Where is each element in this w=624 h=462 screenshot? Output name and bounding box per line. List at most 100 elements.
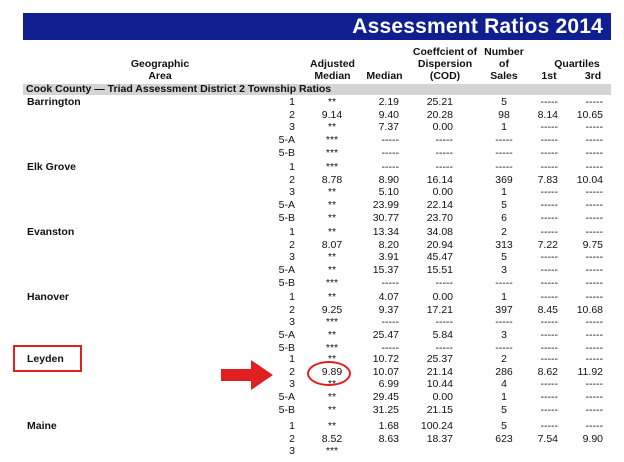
cell-q1: 8.45 xyxy=(537,303,558,316)
header-cod-line-2: Dispersion xyxy=(417,58,473,70)
cell-cod: 17.21 xyxy=(426,303,453,316)
cell-med: 4.07 xyxy=(378,291,399,303)
cell-num: 5 xyxy=(501,251,507,264)
cell-cod: 10.44 xyxy=(426,378,453,391)
table-row: 1 ** 2.19 25.21 5 ----- ----- xyxy=(0,96,624,109)
cell-adj: ** xyxy=(327,96,337,108)
cell-cod: 0.00 xyxy=(432,291,453,303)
cell-twp: 5-A xyxy=(278,391,295,404)
cell-med: 10.07 xyxy=(372,365,399,378)
cell-adj: ** xyxy=(327,329,337,342)
header-area-line-1: Geographic xyxy=(130,58,190,70)
table-row: 1 ** 1.68 100.24 5 ----- ----- xyxy=(0,420,624,433)
cell-q1: ----- xyxy=(540,226,558,238)
cell-med: 3.91 xyxy=(378,251,399,264)
table-row: 5-A *** ----- ----- ----- ----- ----- xyxy=(0,134,624,147)
table-row: 2 8.07 8.20 20.94 313 7.22 9.75 xyxy=(0,239,624,252)
cell-adj: ** xyxy=(327,226,337,238)
cell-med: ----- xyxy=(381,341,399,354)
cell-twp: 3 xyxy=(289,316,295,329)
cell-cod: ----- xyxy=(435,341,453,354)
cell-twp: 1 xyxy=(289,291,295,303)
cell-med: ----- xyxy=(381,146,399,159)
cell-q3: ----- xyxy=(585,161,603,173)
table-row: 2 9.14 9.40 20.28 98 8.14 10.65 xyxy=(0,109,624,122)
cell-adj: ** xyxy=(327,353,337,365)
cell-q1: 7.83 xyxy=(537,173,558,186)
header-adjusted-median: Adjusted Median xyxy=(305,58,360,82)
cell-med: ----- xyxy=(381,161,399,173)
section-bar: Cook County — Triad Assessment District … xyxy=(23,83,611,95)
table-row: 1 *** ----- ----- ----- ----- ----- xyxy=(0,161,624,174)
cell-med: 6.99 xyxy=(378,378,399,391)
cell-q1: ----- xyxy=(540,211,558,224)
cell-adj: *** xyxy=(325,146,339,159)
cell-q3: ----- xyxy=(585,391,603,404)
cell-q3: ----- xyxy=(585,121,603,134)
cell-q3: ----- xyxy=(585,353,603,365)
cell-adj: 8.07 xyxy=(321,238,343,251)
cell-adj: 8.78 xyxy=(321,173,343,186)
cell-num: 5 xyxy=(501,420,507,432)
section-title: Cook County — Triad Assessment District … xyxy=(26,83,332,95)
cell-cod: ----- xyxy=(435,134,453,147)
cell-num: ----- xyxy=(495,134,513,147)
cell-twp: 5-A xyxy=(278,134,295,147)
cell-cod: 20.94 xyxy=(426,238,453,251)
cell-q1: ----- xyxy=(540,96,558,108)
header-median: Median xyxy=(366,70,403,82)
cell-q1: ----- xyxy=(540,341,558,354)
cell-twp: 3 xyxy=(289,251,295,264)
cell-q3: ----- xyxy=(585,226,603,238)
cell-q1: ----- xyxy=(540,316,558,329)
cell-num: 369 xyxy=(495,173,513,186)
cell-cod: 20.28 xyxy=(426,108,453,121)
cell-adj: ** xyxy=(327,291,337,303)
area-name: Barrington xyxy=(27,96,81,108)
cell-q1: 8.62 xyxy=(537,365,558,378)
table-row: 3 *** ----- ----- ----- ----- ----- xyxy=(0,316,624,329)
cell-cod: ----- xyxy=(435,276,453,289)
cell-twp: 3 xyxy=(289,378,295,391)
cell-cod: 0.00 xyxy=(432,186,453,199)
cell-twp: 5-B xyxy=(278,276,295,289)
cell-q3: 10.65 xyxy=(576,108,603,121)
area-name: Leyden xyxy=(27,353,64,365)
cell-adj: 9.14 xyxy=(321,108,343,121)
cell-twp: 2 xyxy=(289,365,295,378)
cell-q3: ----- xyxy=(585,420,603,432)
table-row: 1 ** 13.34 34.08 2 ----- ----- xyxy=(0,226,624,239)
table-row: 2 9.25 9.37 17.21 397 8.45 10.68 xyxy=(0,304,624,317)
cell-med: 23.99 xyxy=(372,199,399,212)
cell-cod: 0.00 xyxy=(432,121,453,134)
cell-med: 8.90 xyxy=(378,173,399,186)
table-row: 5-A ** 23.99 22.14 5 ----- ----- xyxy=(0,199,624,212)
cell-med: 30.77 xyxy=(372,211,399,224)
cell-twp: 2 xyxy=(289,303,295,316)
cell-q3: ----- xyxy=(585,276,603,289)
cell-adj: ** xyxy=(327,420,337,432)
cell-num: ----- xyxy=(495,316,513,329)
header-num-line-1: Number xyxy=(484,46,524,58)
cell-q1: ----- xyxy=(540,420,558,432)
cell-cod: 21.14 xyxy=(426,365,453,378)
table-row: 2 8.78 8.90 16.14 369 7.83 10.04 xyxy=(0,174,624,187)
cell-num: 4 xyxy=(501,378,507,391)
cell-cod: 0.00 xyxy=(432,391,453,404)
cell-adj: ** xyxy=(327,251,337,264)
cell-q1: ----- xyxy=(540,199,558,212)
table-row: 5-B ** 31.25 21.15 5 ----- ----- xyxy=(0,404,624,417)
cell-num: 5 xyxy=(501,96,507,108)
cell-twp: 2 xyxy=(289,108,295,121)
cell-q1: 8.14 xyxy=(537,108,558,121)
table-row: 3 *** xyxy=(0,445,624,458)
table-row: 3 ** 5.10 0.00 1 ----- ----- xyxy=(0,186,624,199)
cell-adj: ** xyxy=(327,121,337,134)
cell-twp: 2 xyxy=(289,432,295,445)
cell-twp: 3 xyxy=(289,121,295,134)
cell-cod: 100.24 xyxy=(420,420,453,432)
cell-q3: ----- xyxy=(585,264,603,277)
cell-num: ----- xyxy=(495,276,513,289)
cell-q1: 7.54 xyxy=(537,432,558,445)
cell-q3: 10.04 xyxy=(576,173,603,186)
